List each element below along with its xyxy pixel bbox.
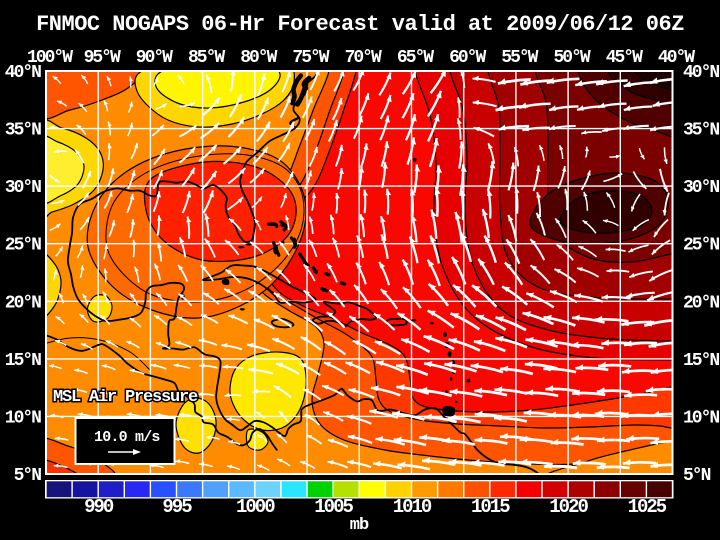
svg-text:990: 990 [84, 496, 114, 518]
svg-text:1005: 1005 [314, 496, 353, 518]
svg-text:15°N: 15°N [683, 351, 719, 371]
svg-text:55°W: 55°W [501, 48, 538, 68]
svg-text:10°N: 10°N [683, 408, 719, 428]
svg-text:95°W: 95°W [84, 48, 121, 68]
svg-text:MSL Air Pressure: MSL Air Pressure [53, 388, 198, 407]
svg-text:35°N: 35°N [5, 121, 41, 141]
svg-text:35°N: 35°N [683, 121, 719, 141]
svg-text:1020: 1020 [549, 496, 588, 518]
svg-text:1000: 1000 [236, 496, 275, 518]
svg-text:15°N: 15°N [5, 351, 41, 371]
svg-text:10.0 m/s: 10.0 m/s [94, 429, 160, 446]
svg-text:70°W: 70°W [345, 48, 382, 68]
svg-text:90°W: 90°W [136, 48, 173, 68]
svg-text:30°N: 30°N [5, 178, 41, 198]
svg-text:75°W: 75°W [292, 48, 329, 68]
svg-text:5°N: 5°N [14, 466, 42, 486]
svg-text:1010: 1010 [393, 496, 432, 518]
svg-text:FNMOC NOGAPS 06-Hr Forecast va: FNMOC NOGAPS 06-Hr Forecast valid at 200… [36, 12, 684, 37]
svg-text:10°N: 10°N [5, 408, 41, 428]
svg-text:50°W: 50°W [553, 48, 590, 68]
svg-text:40°N: 40°N [683, 63, 719, 83]
svg-text:5°N: 5°N [683, 466, 711, 486]
svg-text:40°N: 40°N [5, 63, 41, 83]
svg-text:20°N: 20°N [683, 293, 719, 313]
svg-text:40°W: 40°W [658, 48, 695, 68]
svg-text:45°W: 45°W [606, 48, 643, 68]
svg-text:20°N: 20°N [5, 293, 41, 313]
svg-text:25°N: 25°N [683, 236, 719, 256]
svg-text:100°W: 100°W [27, 48, 73, 68]
svg-text:25°N: 25°N [5, 236, 41, 256]
svg-text:1015: 1015 [471, 496, 510, 518]
svg-text:65°W: 65°W [397, 48, 434, 68]
svg-text:1025: 1025 [628, 496, 667, 518]
svg-text:80°W: 80°W [240, 48, 277, 68]
svg-text:30°N: 30°N [683, 178, 719, 198]
svg-text:mb: mb [350, 516, 369, 535]
svg-text:85°W: 85°W [188, 48, 225, 68]
svg-text:60°W: 60°W [449, 48, 486, 68]
svg-text:995: 995 [162, 496, 192, 518]
